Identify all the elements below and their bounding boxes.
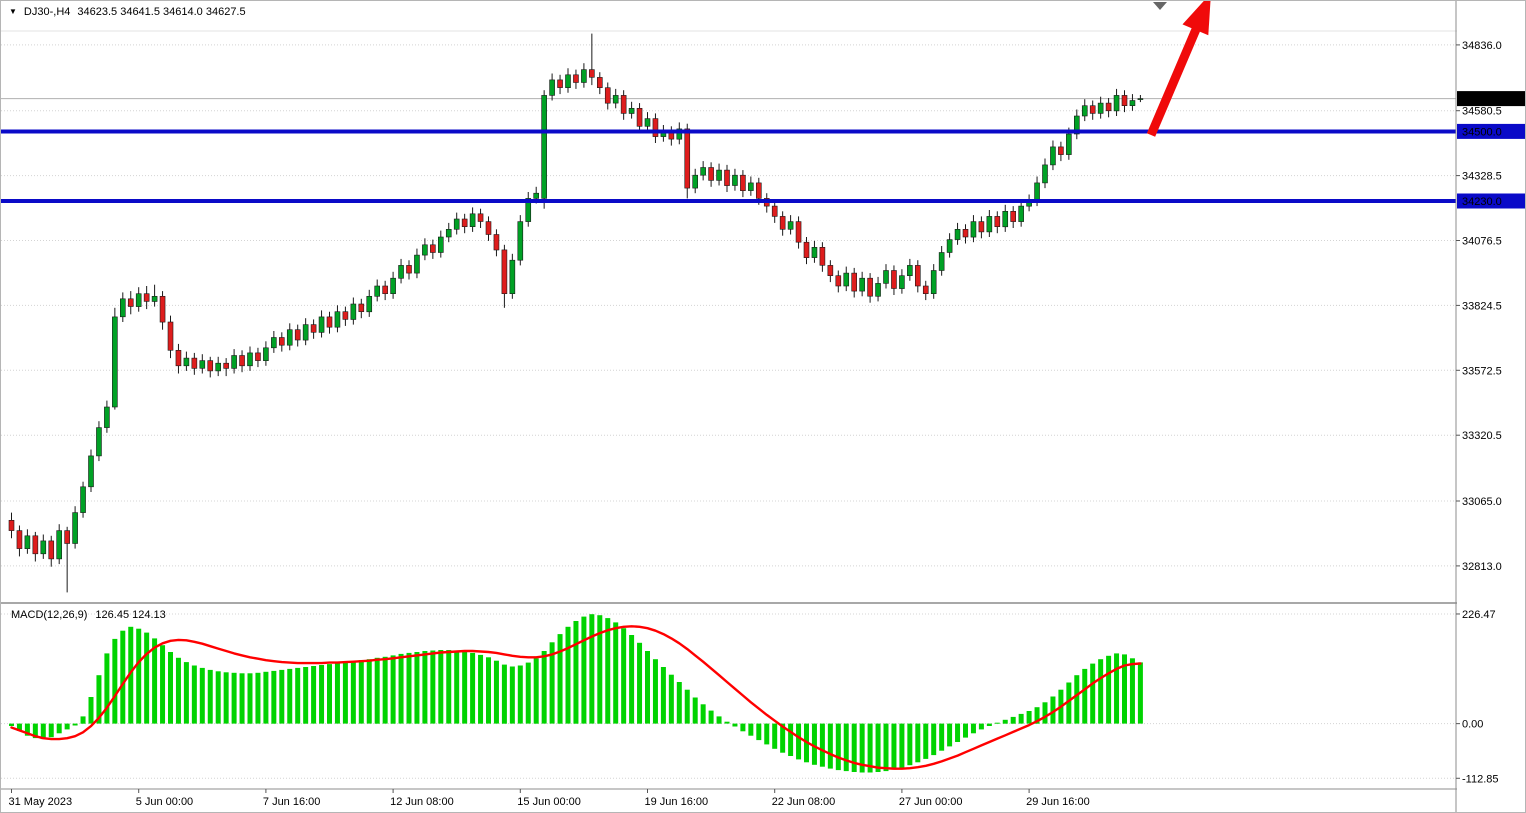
price-scale[interactable]: 34836.0 34580.5 34328.5 34076.5 33824.5 33572… xyxy=(1455,1,1526,813)
time-label: 19 Jun 16:00 xyxy=(645,796,709,808)
svg-text:34328.5: 34328.5 xyxy=(1462,171,1502,183)
macd-name-label: MACD(12,26,9) xyxy=(11,609,88,621)
svg-text:-112.85: -112.85 xyxy=(1462,773,1499,785)
svg-text:32813.0: 32813.0 xyxy=(1462,561,1502,573)
macd-indicator-label: MACD(12,26,9) 126.45 124.13 xyxy=(11,609,166,621)
current-price-badge: 34627.5 xyxy=(1457,91,1525,107)
svg-text:34627.5: 34627.5 xyxy=(1462,94,1502,106)
svg-text:0.00: 0.00 xyxy=(1462,719,1483,731)
support-resistance-lines[interactable] xyxy=(1,129,1456,203)
chart-header: ▼ DJ30-,H4 34623.5 34641.5 34614.0 34627… xyxy=(9,6,246,18)
candlestick-series xyxy=(8,33,1144,593)
symbol-period-label: DJ30-,H4 xyxy=(23,6,71,18)
svg-text:33320.5: 33320.5 xyxy=(1462,430,1502,442)
time-label: 27 Jun 00:00 xyxy=(899,796,963,808)
grid xyxy=(1,30,1525,779)
time-scale[interactable]: 31 May 2023 5 Jun 00:00 7 Jun 16:00 12 Jun … xyxy=(9,789,1090,808)
svg-text:33824.5: 33824.5 xyxy=(1462,300,1502,312)
time-label: 29 Jun 16:00 xyxy=(1026,796,1090,808)
svg-text:34580.5: 34580.5 xyxy=(1462,106,1502,118)
time-label: 31 May 2023 xyxy=(9,796,73,808)
ohlc-values-label: 34623.5 34641.5 34614.0 34627.5 xyxy=(77,6,246,18)
svg-text:33572.5: 33572.5 xyxy=(1462,365,1502,377)
chart-shift-icon xyxy=(1153,2,1167,10)
panel-divider[interactable] xyxy=(1,602,1526,790)
svg-text:226.47: 226.47 xyxy=(1462,609,1496,621)
level-price-badge: 34500.0 xyxy=(1457,123,1525,139)
svg-text:33065.0: 33065.0 xyxy=(1462,496,1502,508)
svg-text:34500.0: 34500.0 xyxy=(1462,126,1502,138)
macd-indicator-panel xyxy=(9,614,1143,773)
svg-text:34836.0: 34836.0 xyxy=(1462,40,1502,52)
svg-text:34076.5: 34076.5 xyxy=(1462,236,1502,248)
trend-arrow[interactable] xyxy=(1146,1,1211,137)
symbol-dropdown-icon[interactable]: ▼ xyxy=(9,7,17,16)
time-label: 15 Jun 00:00 xyxy=(517,796,581,808)
level-price-badge: 34230.0 xyxy=(1457,193,1525,209)
time-label: 5 Jun 00:00 xyxy=(136,796,194,808)
svg-text:34230.0: 34230.0 xyxy=(1462,196,1502,208)
time-label: 12 Jun 08:00 xyxy=(390,796,454,808)
time-label: 22 Jun 08:00 xyxy=(772,796,836,808)
time-label: 7 Jun 16:00 xyxy=(263,796,321,808)
macd-values-label: 126.45 124.13 xyxy=(95,609,166,621)
